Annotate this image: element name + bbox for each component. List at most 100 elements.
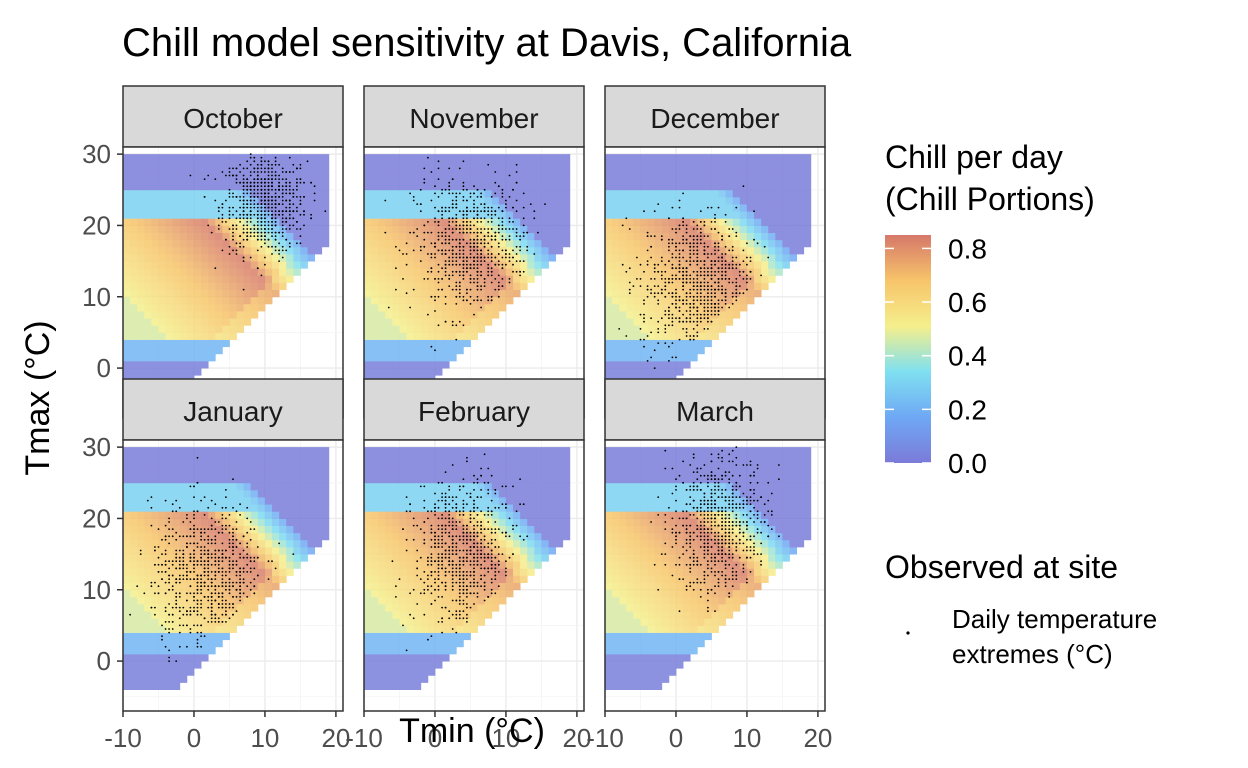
observed-point (696, 317, 699, 320)
heatmap-cell (201, 611, 209, 619)
heatmap-cell (477, 154, 486, 162)
heatmap-cell (364, 246, 372, 255)
heatmap-cell (491, 239, 500, 248)
heatmap-cell (257, 282, 266, 291)
heatmap-cell (186, 346, 195, 355)
heatmap-cell (165, 182, 174, 191)
heatmap-cell (236, 154, 245, 162)
observed-point (668, 217, 670, 220)
heatmap-cell (612, 275, 620, 283)
heatmap-cell (697, 303, 705, 312)
heatmap-cell (768, 225, 776, 233)
heatmap-cell (399, 189, 407, 198)
heatmap-cell (215, 289, 223, 298)
heatmap-cell (215, 268, 223, 276)
heatmap-cell (130, 575, 138, 584)
observed-point (494, 181, 497, 184)
observed-point (760, 274, 762, 277)
heatmap-cell (279, 261, 287, 269)
heatmap-cell (442, 189, 450, 198)
heatmap-cell (222, 161, 230, 169)
heatmap-cell (130, 461, 138, 469)
observed-point (714, 253, 716, 255)
heatmap-cell (434, 360, 443, 369)
heatmap-cell (675, 189, 684, 198)
heatmap-cell (151, 196, 159, 205)
observed-point (728, 281, 731, 284)
heatmap-cell (434, 182, 443, 191)
heatmap-cell (158, 211, 166, 219)
heatmap-cell (165, 461, 174, 469)
heatmap-cell (123, 475, 131, 484)
observed-point (462, 228, 465, 230)
observed-point (639, 313, 642, 316)
observed-point (448, 228, 451, 230)
heatmap-cell (661, 303, 670, 312)
observed-point (501, 196, 504, 198)
heatmap-cell (789, 196, 798, 205)
heatmap-cell (378, 253, 386, 262)
observed-point (256, 178, 259, 181)
observed-point (692, 235, 695, 238)
heatmap-cell (739, 303, 748, 312)
heatmap-cell (690, 161, 698, 169)
heatmap-cell (371, 346, 379, 355)
heatmap-cell (484, 318, 493, 326)
heatmap-cell (661, 204, 670, 212)
heatmap-cell (371, 368, 379, 376)
observed-point (395, 245, 397, 248)
heatmap-cell (250, 161, 259, 169)
heatmap-cell (293, 154, 301, 162)
heatmap-cell (165, 318, 174, 326)
observed-point (738, 263, 741, 266)
heatmap-cell (201, 575, 209, 584)
observed-point (476, 249, 479, 252)
observed-point (508, 196, 511, 198)
heatmap-cell (392, 346, 400, 355)
observed-point (735, 295, 738, 298)
heatmap-cell (385, 332, 393, 340)
heatmap-cell (690, 353, 698, 362)
observed-point (501, 263, 504, 266)
observed-point (685, 260, 688, 262)
heatmap-cell (307, 168, 316, 176)
observed-point (476, 231, 479, 234)
observed-point (466, 221, 468, 223)
observed-point (703, 328, 706, 330)
heatmap-cell (236, 253, 245, 262)
observed-point (267, 171, 270, 173)
heatmap-cell (697, 332, 705, 340)
observed-point (288, 199, 291, 202)
heatmap-cell (605, 239, 613, 248)
heatmap-cell (413, 246, 422, 255)
heatmap-cell (300, 204, 308, 212)
heatmap-cell (172, 518, 181, 526)
observed-point (494, 288, 497, 291)
heatmap-cell (123, 468, 131, 477)
observed-point (721, 288, 723, 291)
heatmap-cell (754, 204, 762, 212)
observed-point (448, 206, 451, 209)
observed-point (441, 231, 443, 234)
heatmap-cell (236, 489, 245, 498)
observed-point (728, 267, 731, 270)
observed-point (703, 260, 706, 262)
observed-point (490, 299, 493, 302)
heatmap-cell (158, 525, 166, 534)
heatmap-cell (675, 282, 684, 291)
heatmap-cell (739, 253, 748, 262)
facet-november: November (363, 85, 585, 419)
observed-point (281, 188, 284, 191)
observed-point (292, 224, 295, 227)
heatmap-cell (605, 368, 613, 376)
heatmap-cell (640, 360, 648, 369)
observed-point (668, 292, 670, 295)
heatmap-cell (434, 154, 443, 162)
observed-point (707, 288, 709, 291)
heatmap-cell (420, 268, 429, 276)
observed-point (710, 221, 713, 223)
heatmap-cell (193, 253, 202, 262)
heatmap-cell (186, 246, 195, 255)
heatmap-cell (371, 168, 379, 176)
heatmap-cell (300, 154, 308, 162)
